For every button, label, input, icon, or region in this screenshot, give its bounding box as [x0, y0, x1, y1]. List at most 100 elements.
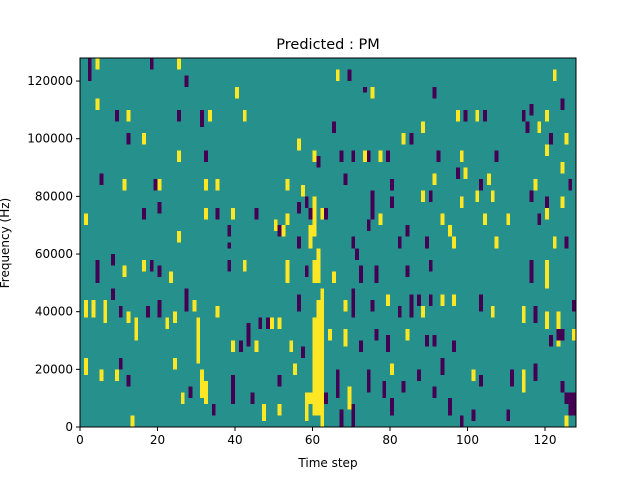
heatmap-cell: [254, 340, 259, 353]
heatmap-cell: [378, 213, 383, 226]
heatmap-cell: [99, 173, 104, 185]
heatmap-cell: [95, 58, 100, 70]
heatmap-cell: [347, 386, 352, 410]
heatmap-cell: [142, 259, 146, 272]
heatmap-cell: [176, 109, 181, 122]
heatmap-cell: [335, 369, 340, 399]
heatmap-cell: [297, 138, 301, 151]
heatmap-cell: [304, 196, 309, 208]
heatmap-cell: [568, 179, 573, 191]
heatmap-cell: [386, 150, 390, 162]
y-axis-label: Frequency (Hz): [0, 198, 12, 289]
heatmap-cell: [417, 369, 421, 381]
heatmap-cell: [463, 109, 468, 122]
heatmap-cell: [452, 294, 456, 306]
x-tick-label: 80: [382, 433, 397, 447]
heatmap-cell: [362, 150, 367, 162]
heatmap-cell: [304, 265, 309, 278]
heatmap-cell: [560, 380, 565, 393]
heatmap-cell: [277, 317, 282, 329]
heatmap-cell: [397, 305, 402, 318]
heatmap-cell: [471, 409, 476, 422]
heatmap-cell: [196, 317, 201, 364]
heatmap-cell: [448, 225, 452, 237]
heatmap-cell: [432, 386, 437, 399]
heatmap-cell: [343, 300, 348, 312]
heatmap-cell: [335, 69, 340, 82]
heatmap-cell: [506, 409, 511, 422]
heatmap-cell: [242, 259, 247, 272]
heatmap-cell: [506, 213, 511, 226]
y-tick-label: 80000: [35, 189, 73, 203]
heatmap-cell: [184, 75, 189, 87]
heatmap-cell: [169, 271, 173, 283]
heatmap-cell: [405, 265, 410, 278]
heatmap-cell: [277, 225, 282, 237]
heatmap-cell: [211, 403, 216, 416]
heatmap-cell: [545, 311, 549, 329]
heatmap-cell: [157, 300, 162, 318]
heatmap-cell: [545, 109, 549, 122]
heatmap-cell: [231, 340, 235, 353]
heatmap-cell: [320, 207, 325, 220]
heatmap-cell: [479, 179, 483, 191]
plot-background: [80, 58, 576, 427]
heatmap-cell: [463, 167, 468, 180]
heatmap-cell: [91, 300, 96, 318]
heatmap-cell: [204, 380, 208, 404]
heatmap-cell: [87, 58, 92, 82]
heatmap-cell: [556, 328, 561, 341]
heatmap-cell: [370, 190, 375, 220]
heatmap-cell: [176, 230, 181, 243]
heatmap-cell: [564, 415, 569, 427]
heatmap-cell: [312, 196, 317, 237]
heatmap-cell: [537, 213, 542, 226]
heatmap-cell: [560, 196, 565, 208]
heatmap-cell: [533, 363, 538, 381]
heatmap-cell: [312, 150, 317, 162]
heatmap-cell: [293, 363, 297, 376]
heatmap-cell: [436, 150, 441, 162]
heatmap-cell: [510, 369, 514, 387]
heatmap-cell: [297, 294, 301, 312]
heatmap-cell: [331, 121, 336, 133]
heatmap-cell: [390, 196, 394, 208]
heatmap-cell: [297, 202, 301, 214]
heatmap-cell: [308, 225, 313, 249]
heatmap-cell: [440, 357, 445, 376]
heatmap-cell: [382, 380, 387, 399]
heatmap-cell: [231, 207, 235, 220]
heatmap-cell: [564, 132, 569, 145]
heatmap-cell: [126, 109, 131, 122]
heatmap-cell: [545, 259, 549, 289]
heatmap-cell: [285, 259, 290, 283]
heatmap-cell: [200, 369, 204, 399]
heatmap-cell: [304, 392, 309, 422]
heatmap-cell: [328, 328, 332, 341]
heatmap-cell: [564, 392, 569, 404]
y-tick-label: 40000: [35, 305, 73, 319]
heatmap-cell: [285, 213, 290, 226]
heatmap-cell: [312, 317, 317, 416]
heatmap-cell: [180, 392, 185, 404]
heatmap-cell: [390, 179, 394, 191]
heatmap-cell: [428, 190, 433, 203]
chart-title: Predicted : PM: [276, 37, 379, 53]
heatmap-cell: [564, 236, 569, 249]
heatmap-cell: [548, 334, 553, 347]
heatmap-cell: [521, 305, 526, 324]
y-tick-label: 20000: [35, 362, 73, 376]
heatmap-cell: [312, 259, 317, 283]
heatmap-cell: [246, 323, 251, 347]
heatmap-cell: [475, 109, 480, 122]
heatmap-cell: [452, 236, 456, 249]
heatmap-cell: [424, 334, 429, 347]
heatmap-cell: [479, 375, 483, 387]
heatmap-cell: [95, 98, 100, 110]
heatmap-cells: [83, 58, 576, 427]
heatmap-cell: [405, 328, 410, 341]
heatmap-cell: [370, 86, 375, 99]
heatmap-cell: [537, 121, 542, 133]
heatmap-cell: [227, 225, 232, 237]
heatmap-cell: [118, 357, 123, 370]
